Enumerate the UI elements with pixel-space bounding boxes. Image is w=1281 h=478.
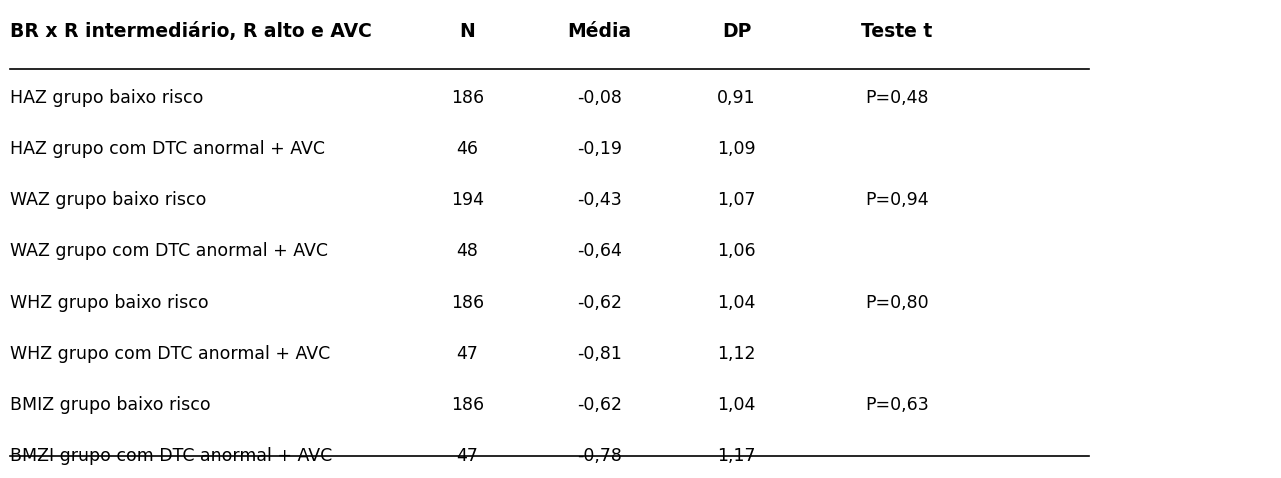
Text: 48: 48 bbox=[456, 242, 479, 261]
Text: 1,04: 1,04 bbox=[717, 396, 756, 414]
Text: 186: 186 bbox=[451, 293, 484, 312]
Text: 1,06: 1,06 bbox=[717, 242, 756, 261]
Text: -0,62: -0,62 bbox=[576, 396, 623, 414]
Text: 1,09: 1,09 bbox=[717, 140, 756, 158]
Text: BMZI grupo com DTC anormal + AVC: BMZI grupo com DTC anormal + AVC bbox=[10, 447, 333, 465]
Text: -0,43: -0,43 bbox=[578, 191, 621, 209]
Text: 1,04: 1,04 bbox=[717, 293, 756, 312]
Text: WAZ grupo com DTC anormal + AVC: WAZ grupo com DTC anormal + AVC bbox=[10, 242, 328, 261]
Text: N: N bbox=[460, 22, 475, 41]
Text: 1,12: 1,12 bbox=[717, 345, 756, 363]
Text: 0,91: 0,91 bbox=[717, 89, 756, 107]
Text: -0,81: -0,81 bbox=[576, 345, 623, 363]
Text: BR x R intermediário, R alto e AVC: BR x R intermediário, R alto e AVC bbox=[10, 22, 371, 41]
Text: -0,78: -0,78 bbox=[576, 447, 623, 465]
Text: 46: 46 bbox=[456, 140, 479, 158]
Text: 1,17: 1,17 bbox=[717, 447, 756, 465]
Text: P=0,94: P=0,94 bbox=[865, 191, 929, 209]
Text: Teste t: Teste t bbox=[861, 22, 933, 41]
Text: WHZ grupo baixo risco: WHZ grupo baixo risco bbox=[10, 293, 209, 312]
Text: 186: 186 bbox=[451, 89, 484, 107]
Text: Média: Média bbox=[567, 22, 632, 41]
Text: WAZ grupo baixo risco: WAZ grupo baixo risco bbox=[10, 191, 206, 209]
Text: P=0,80: P=0,80 bbox=[865, 293, 929, 312]
Text: -0,64: -0,64 bbox=[576, 242, 623, 261]
Text: 1,07: 1,07 bbox=[717, 191, 756, 209]
Text: 194: 194 bbox=[451, 191, 484, 209]
Text: 47: 47 bbox=[456, 345, 479, 363]
Text: 47: 47 bbox=[456, 447, 479, 465]
Text: WHZ grupo com DTC anormal + AVC: WHZ grupo com DTC anormal + AVC bbox=[10, 345, 330, 363]
Text: BMIZ grupo baixo risco: BMIZ grupo baixo risco bbox=[10, 396, 211, 414]
Text: -0,08: -0,08 bbox=[576, 89, 623, 107]
Text: HAZ grupo baixo risco: HAZ grupo baixo risco bbox=[10, 89, 204, 107]
Text: -0,62: -0,62 bbox=[576, 293, 623, 312]
Text: P=0,48: P=0,48 bbox=[865, 89, 929, 107]
Text: -0,19: -0,19 bbox=[576, 140, 623, 158]
Text: DP: DP bbox=[722, 22, 751, 41]
Text: HAZ grupo com DTC anormal + AVC: HAZ grupo com DTC anormal + AVC bbox=[10, 140, 325, 158]
Text: 186: 186 bbox=[451, 396, 484, 414]
Text: P=0,63: P=0,63 bbox=[865, 396, 929, 414]
